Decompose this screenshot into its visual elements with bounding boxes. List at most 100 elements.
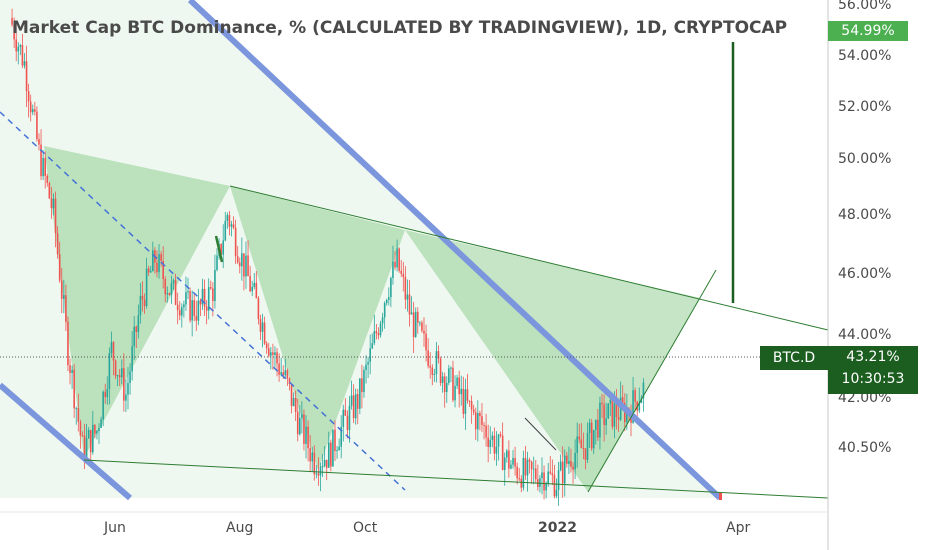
candle-body [433,374,436,376]
candle-body [566,455,568,464]
candle-body [456,377,458,386]
candle-body [528,459,531,462]
candle-body [164,278,167,295]
candle-body [489,439,492,447]
candle-body [178,310,181,316]
candle-body [586,432,589,460]
candle-body [172,280,175,284]
candle-body [609,399,612,404]
candle-body [199,300,202,305]
candle-body [352,395,355,419]
candle-body [385,299,388,304]
candle-body [75,408,78,410]
candle-body [429,365,432,368]
candle-body [60,280,63,299]
short-trendline-dec [524,417,557,451]
candle-body [361,378,363,393]
candle-body [249,276,251,292]
candle-body [23,61,26,66]
candle-body [98,428,100,432]
candle-body [375,331,378,334]
candle-body [118,375,121,378]
candle-body [508,450,510,469]
candle-body [131,346,133,372]
y-tick-52: 52.00% [838,99,892,115]
candle-body [462,388,465,414]
candle-body [21,45,24,66]
candle-body [532,468,535,470]
channel-mid-line [0,111,406,491]
candle-body [481,416,483,425]
candle-body [13,24,15,40]
candle-body [365,364,367,370]
candle-body [207,287,210,311]
pattern-fill-3 [405,230,700,492]
candle-body [595,419,597,430]
candle-body [454,385,456,401]
candle-body [222,240,225,255]
x-tick-apr: Apr [726,520,751,536]
candle-body [414,311,417,337]
candle-body [36,111,38,140]
candle-body [468,400,471,402]
candle-body [443,376,446,393]
candle-body [135,326,138,332]
candle-body [162,260,164,279]
candle-body [342,409,345,427]
candle-body [510,464,512,469]
candle-body [578,436,581,440]
candle-body [197,300,200,321]
candle-body [158,254,160,273]
plot-background [0,0,828,550]
candle-body [441,376,444,383]
candle-body [46,176,49,183]
pattern-fill-1 [44,146,230,458]
candle-body [555,489,558,497]
candle-body [147,268,150,273]
candle-body [309,448,311,462]
candle-body [65,295,67,322]
y-tick-44: 44.00% [838,327,892,343]
candle-body [228,215,231,227]
candle-body [503,457,506,470]
candle-body [346,415,349,431]
candle-body [541,472,543,479]
y-tick-48: 48.00% [838,207,892,223]
candle-body [512,457,514,465]
candle-body [350,395,353,406]
candle-body [332,429,334,467]
candle-body [257,298,260,320]
candle-body [640,398,643,404]
short-trendline-aug [214,235,224,263]
candle-body [50,198,53,209]
candle-body [404,276,407,300]
candle-body [243,253,245,277]
candle-body [568,461,570,464]
candle-body [15,39,18,52]
candle-body [613,403,616,427]
candle-body [388,297,390,300]
candle-body [626,408,628,423]
candle-body [474,412,477,430]
candle-body [338,446,340,451]
candle-body [311,452,314,462]
candle-body [539,478,541,487]
candle-body [31,109,34,113]
candle-body [263,322,266,344]
candle-body [267,348,270,356]
candle-body [187,291,189,293]
symbol-badge: BTC.D [760,346,828,370]
channel-lower-line [0,382,132,501]
candle-body [551,473,554,476]
candle-body [506,450,508,458]
candle-body [617,417,620,420]
candle-body [400,270,403,274]
candle-body [592,429,595,449]
candle-body [81,435,84,437]
candle-body [214,269,216,302]
candle-body [284,370,287,376]
candle-body [183,304,185,308]
candle-body [174,280,177,305]
candle-body [288,378,291,384]
